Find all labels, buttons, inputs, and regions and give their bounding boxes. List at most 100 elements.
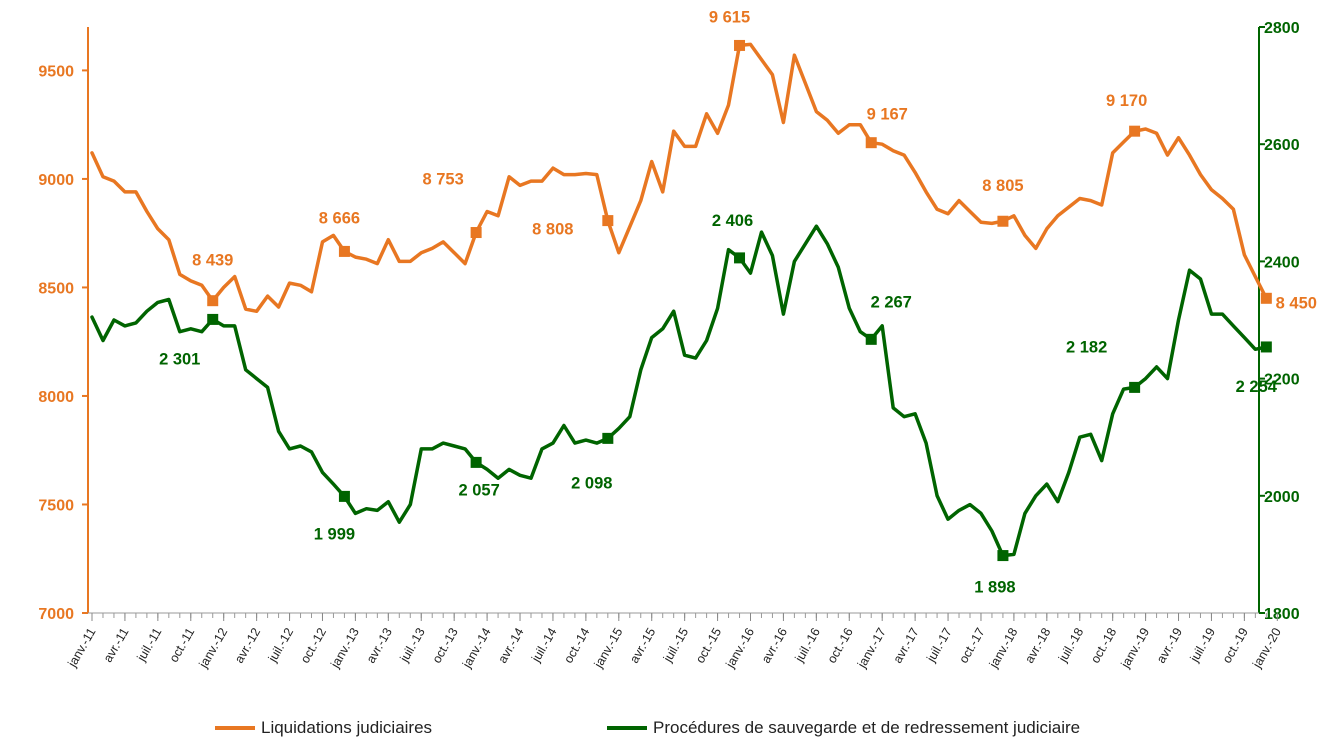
legend-swatch-procedures xyxy=(607,726,647,730)
data-marker-procedures xyxy=(734,252,746,264)
left-tick-label: 9000 xyxy=(38,172,74,189)
legend-item-liquidations: Liquidations judiciaires xyxy=(215,713,432,743)
left-tick-label: 7500 xyxy=(38,497,74,514)
x-tick-label: juil.-14 xyxy=(529,625,560,665)
data-label-liquidations: 9 167 xyxy=(867,106,908,124)
x-tick-label: avr.-19 xyxy=(1154,625,1185,665)
right-tick-label: 2200 xyxy=(1264,372,1300,389)
x-tick-label: juil.-17 xyxy=(924,625,955,665)
data-marker-liquidations xyxy=(602,215,614,227)
x-tick-label: janv.-18 xyxy=(986,625,1020,671)
legend: Liquidations judiciaires Procédures de s… xyxy=(0,713,1341,743)
data-label-procedures: 2 267 xyxy=(871,293,912,311)
x-tick-label: oct.-16 xyxy=(825,625,856,665)
x-tick-label: avr.-12 xyxy=(232,625,263,665)
x-tick-label: juil.-19 xyxy=(1187,625,1218,665)
x-tick-label: avr.-17 xyxy=(890,625,921,665)
legend-item-procedures: Procédures de sauvegarde et de redressem… xyxy=(607,713,1080,743)
data-label-procedures: 2 406 xyxy=(712,212,753,230)
x-tick-label: avr.-16 xyxy=(759,625,790,665)
x-tick-label: janv.-20 xyxy=(1250,625,1284,671)
data-marker-procedures xyxy=(865,333,877,345)
series-layer xyxy=(90,39,1272,562)
legend-label-procedures: Procédures de sauvegarde et de redressem… xyxy=(653,718,1081,737)
data-label-liquidations: 8 808 xyxy=(532,221,573,239)
data-label-procedures: 2 057 xyxy=(458,481,499,499)
x-tick-label: janv.-16 xyxy=(723,625,757,671)
x-tick-label: oct.-11 xyxy=(167,625,198,664)
data-marker-procedures xyxy=(1260,341,1272,353)
x-tick-label: avr.-15 xyxy=(627,625,658,665)
data-label-procedures: 2 254 xyxy=(1236,378,1278,396)
x-tick-label: juil.-18 xyxy=(1055,625,1086,665)
left-tick-label: 8500 xyxy=(38,280,74,297)
data-marker-liquidations xyxy=(1260,292,1272,304)
x-tick-label: juil.-13 xyxy=(397,625,428,665)
right-tick-label: 2400 xyxy=(1264,254,1300,271)
data-label-liquidations: 8 805 xyxy=(982,177,1023,195)
legend-label-liquidations: Liquidations judiciaires xyxy=(261,718,433,737)
x-tick-label: oct.-19 xyxy=(1220,625,1251,665)
left-tick-label: 7000 xyxy=(38,606,74,623)
x-tick-label: oct.-18 xyxy=(1088,625,1119,665)
x-tick-label: avr.-18 xyxy=(1022,625,1053,665)
right-tick-label: 2600 xyxy=(1264,137,1300,154)
x-tick-label: juil.-12 xyxy=(265,625,296,665)
data-label-layer: 8 439 8 666 8 753 8 808 9 615 9 167 8 805 9 170… xyxy=(159,8,1317,596)
series-line-procedures xyxy=(90,224,1269,558)
data-marker-liquidations xyxy=(470,227,482,239)
left-tick-label: 9500 xyxy=(38,63,74,80)
right-tick-label: 1800 xyxy=(1264,606,1300,623)
x-tick-label: juil.-11 xyxy=(134,625,165,664)
data-marker-procedures xyxy=(997,550,1009,562)
left-y-axis: 7000 7500 8000 8500 9000 9500 xyxy=(38,27,89,623)
data-label-liquidations: 8 439 xyxy=(192,252,233,270)
series-line-liquidations xyxy=(90,42,1269,314)
data-marker-procedures xyxy=(470,456,482,468)
right-tick-label: 2800 xyxy=(1264,20,1300,37)
right-y-axis: 1800 2000 2200 2400 2600 2800 xyxy=(1258,20,1300,623)
data-label-liquidations: 8 666 xyxy=(319,209,360,227)
data-label-liquidations: 9 170 xyxy=(1106,92,1147,110)
data-marker-liquidations xyxy=(865,137,877,149)
data-label-procedures: 1 898 xyxy=(974,579,1015,597)
data-marker-procedures xyxy=(338,490,350,502)
x-tick-label: oct.-15 xyxy=(693,625,724,665)
data-label-procedures: 2 182 xyxy=(1066,338,1107,356)
data-marker-procedures xyxy=(602,432,614,444)
data-marker-liquidations xyxy=(734,39,746,51)
right-tick-label: 2000 xyxy=(1264,489,1300,506)
x-tick-label: juil.-16 xyxy=(792,625,823,665)
x-tick-label: oct.-12 xyxy=(298,625,329,665)
x-tick-label: oct.-17 xyxy=(956,625,987,665)
x-tick-label: janv.-14 xyxy=(459,625,493,671)
x-tick-label: janv.-11 xyxy=(65,625,99,670)
x-tick-label: juil.-15 xyxy=(660,625,691,665)
data-label-procedures: 1 999 xyxy=(314,525,355,543)
data-label-procedures: 2 301 xyxy=(159,350,200,368)
x-tick-label: oct.-14 xyxy=(561,625,592,665)
x-tick-label: janv.-19 xyxy=(1118,625,1152,671)
x-tick-label: janv.-13 xyxy=(328,625,362,671)
data-label-liquidations: 8 450 xyxy=(1276,294,1317,312)
x-tick-label: avr.-13 xyxy=(364,625,395,665)
data-marker-procedures xyxy=(207,313,219,325)
data-label-liquidations: 9 615 xyxy=(709,8,750,26)
data-marker-procedures xyxy=(1129,381,1141,393)
data-label-liquidations: 8 753 xyxy=(422,171,463,189)
data-marker-liquidations xyxy=(997,215,1009,227)
x-tick-label: avr.-11 xyxy=(101,625,132,664)
left-tick-label: 8000 xyxy=(38,389,74,406)
x-tick-label: oct.-13 xyxy=(430,625,461,665)
x-axis: janv.-11 avr.-11 juil.-11 oct.-11 janv.-12 av… xyxy=(65,612,1284,671)
data-marker-liquidations xyxy=(207,295,219,307)
x-tick-label: avr.-14 xyxy=(495,625,526,665)
legend-swatch-liquidations xyxy=(215,726,255,730)
x-tick-label: janv.-17 xyxy=(854,625,888,671)
x-tick-label: janv.-12 xyxy=(196,625,230,671)
data-label-procedures: 2 098 xyxy=(571,474,612,492)
x-tick-label: janv.-15 xyxy=(591,625,625,671)
data-marker-liquidations xyxy=(1129,125,1141,137)
data-marker-liquidations xyxy=(338,245,350,257)
